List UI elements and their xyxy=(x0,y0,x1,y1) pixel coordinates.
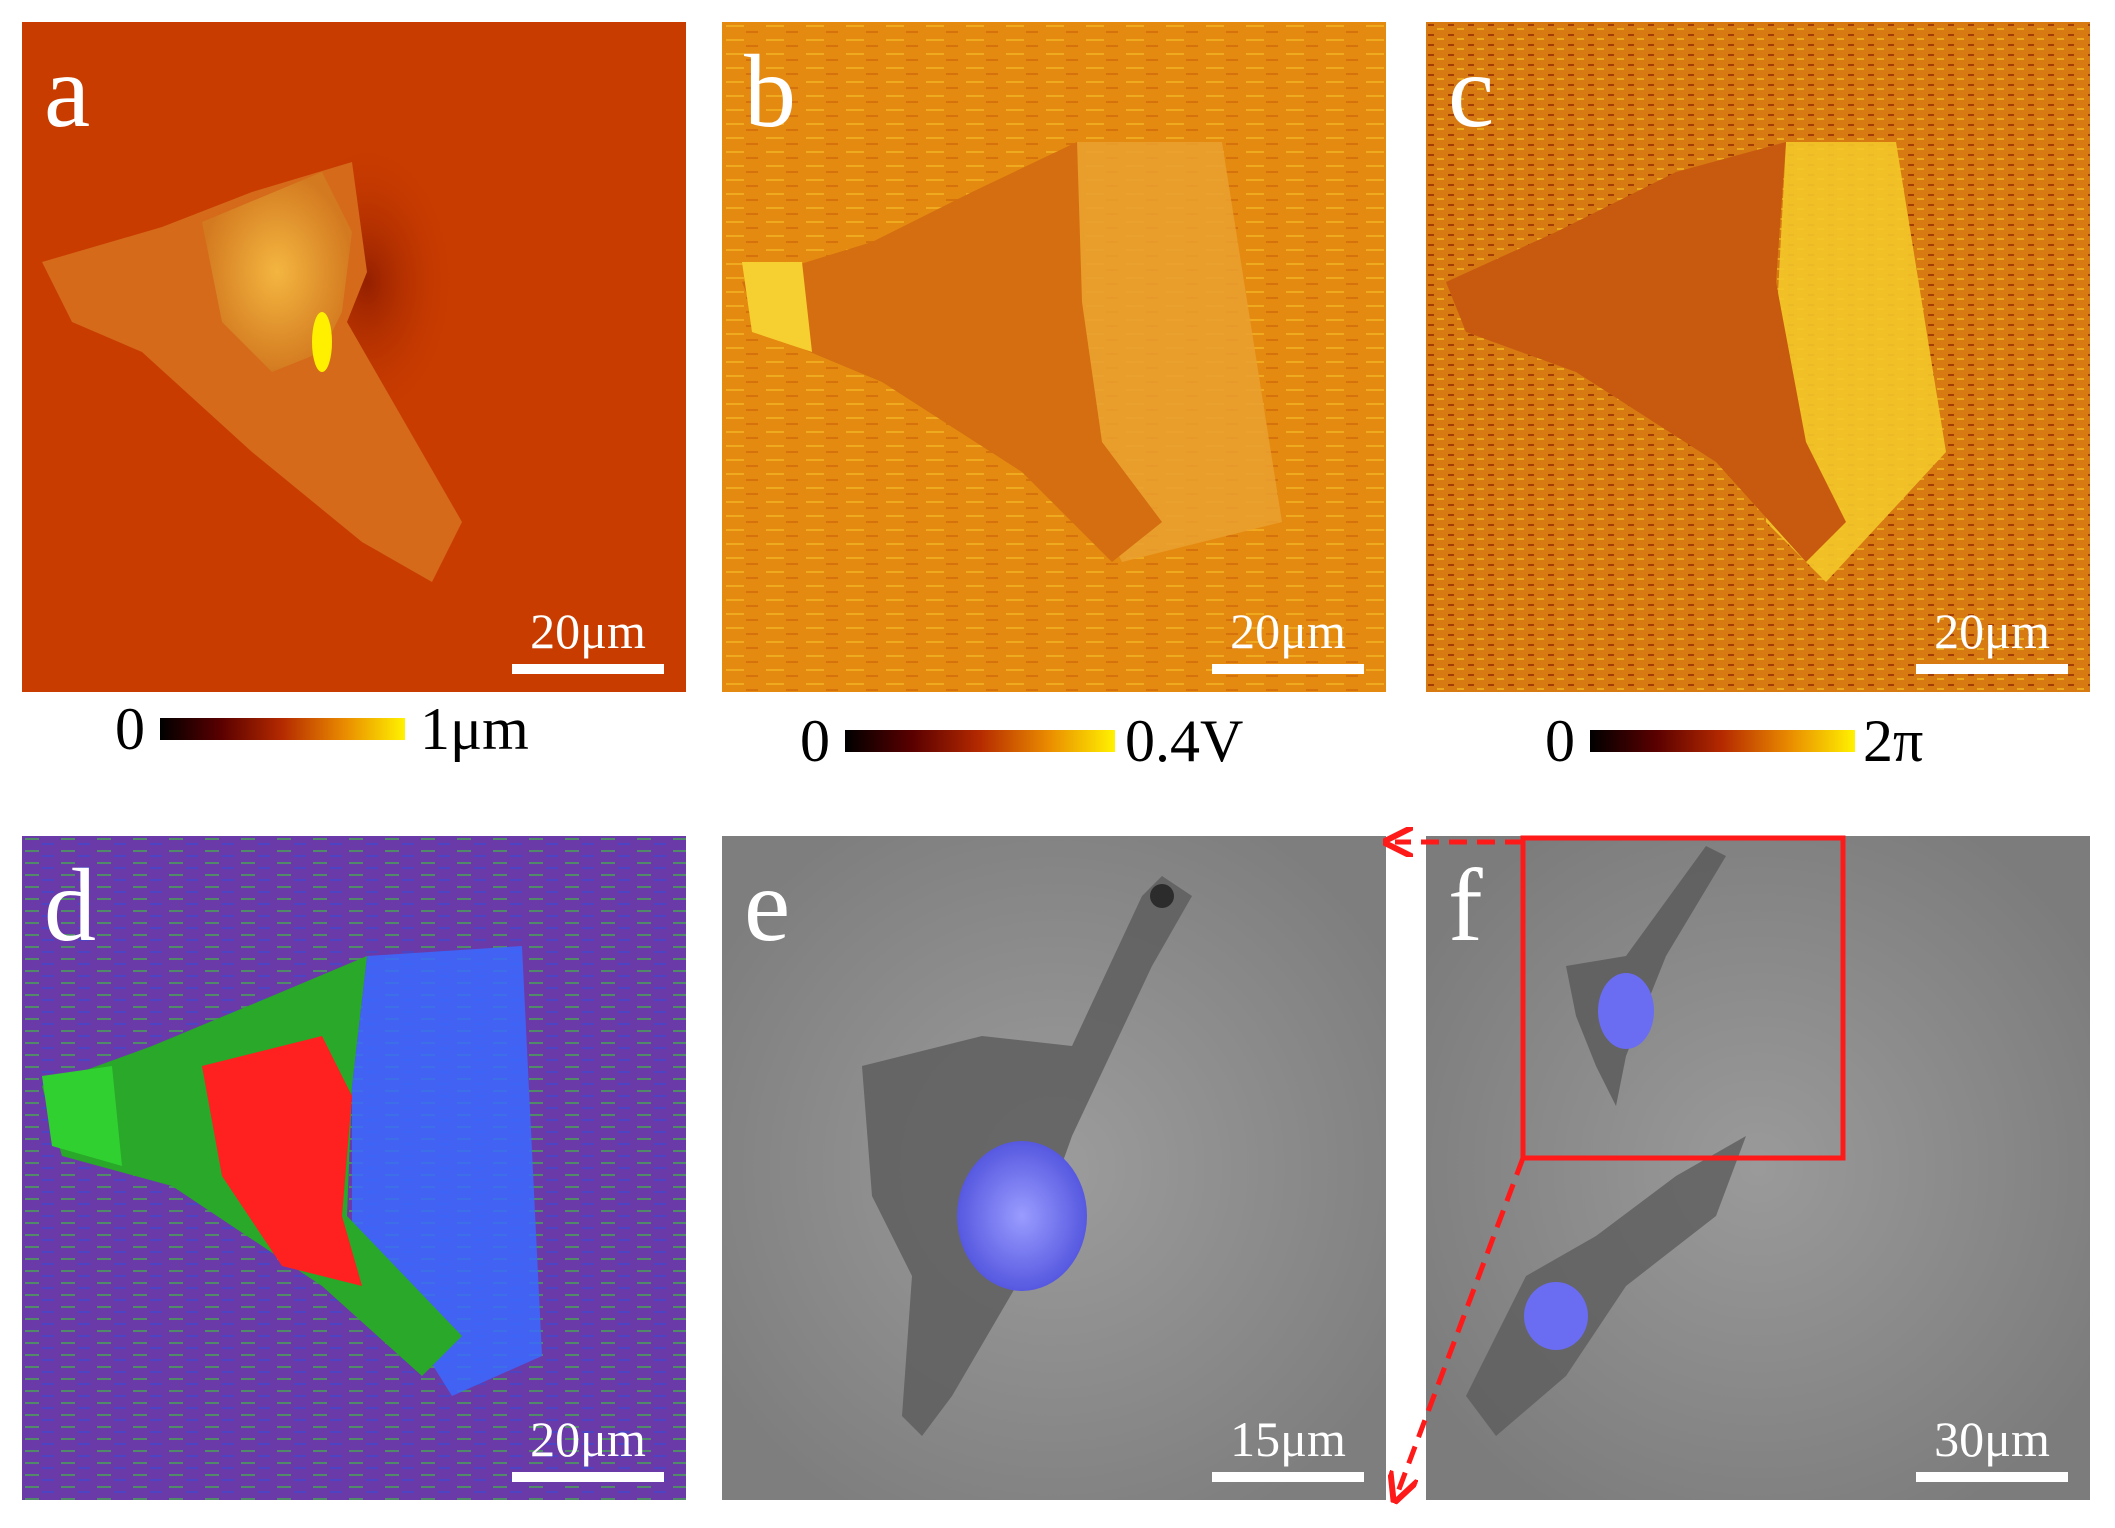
scale-bar-d: 20μm xyxy=(512,1414,664,1482)
scale-bar-e: 15μm xyxy=(1212,1414,1364,1482)
amplitude-image xyxy=(722,22,1386,692)
scale-label-e: 15μm xyxy=(1230,1411,1346,1467)
panel-c: c 20μm xyxy=(1426,22,2090,692)
optical-overview-image xyxy=(1426,836,2090,1500)
panel-label-f: f xyxy=(1448,848,1483,963)
scale-bar-f: 30μm xyxy=(1916,1414,2068,1482)
colorbar-height-min: 0 xyxy=(115,696,145,762)
panel-label-e: e xyxy=(744,848,791,963)
scale-line-f xyxy=(1916,1472,2068,1482)
panel-label-d: d xyxy=(44,848,96,963)
phase-image xyxy=(1426,22,2090,692)
scale-line-b xyxy=(1212,664,1364,674)
scale-line-d xyxy=(512,1472,664,1482)
scale-line-c xyxy=(1916,664,2068,674)
colorbar-phase-max: 2π xyxy=(1863,708,1924,774)
colorbar-height: 0 1μm xyxy=(115,696,565,762)
scale-bar-c: 20μm xyxy=(1916,606,2068,674)
scale-label-a: 20μm xyxy=(530,603,646,659)
panel-b: b 20μm xyxy=(722,22,1386,692)
scale-line-a xyxy=(512,664,664,674)
panel-label-a: a xyxy=(44,34,91,149)
panel-a: a 20μm xyxy=(22,22,686,692)
colorbar-amplitude-min: 0 xyxy=(800,708,830,774)
colorbar-amplitude-gradient xyxy=(845,730,1115,752)
scale-label-c: 20μm xyxy=(1934,603,2050,659)
panel-label-c: c xyxy=(1448,34,1495,149)
panel-label-b: b xyxy=(744,34,796,149)
scale-label-d: 20μm xyxy=(530,1411,646,1467)
scale-label-b: 20μm xyxy=(1230,603,1346,659)
colorbar-amplitude-max: 0.4V xyxy=(1125,708,1244,774)
panel-f: f 30μm xyxy=(1426,836,2090,1500)
height-image xyxy=(22,22,686,692)
optical-zoom-image xyxy=(722,836,1386,1500)
scale-line-e xyxy=(1212,1472,1364,1482)
colorbar-phase-gradient xyxy=(1590,730,1855,752)
colorbar-phase: 0 2π xyxy=(1545,708,1965,774)
composite-image xyxy=(22,836,686,1500)
scale-bar-a: 20μm xyxy=(512,606,664,674)
panel-d: d 20μm xyxy=(22,836,686,1500)
colorbar-amplitude: 0 0.4V xyxy=(800,708,1300,774)
colorbar-phase-min: 0 xyxy=(1545,708,1575,774)
colorbar-height-gradient xyxy=(160,718,405,740)
panel-e: e 15μm xyxy=(722,836,1386,1500)
colorbar-height-max: 1μm xyxy=(420,696,529,762)
scale-bar-b: 20μm xyxy=(1212,606,1364,674)
scale-label-f: 30μm xyxy=(1934,1411,2050,1467)
